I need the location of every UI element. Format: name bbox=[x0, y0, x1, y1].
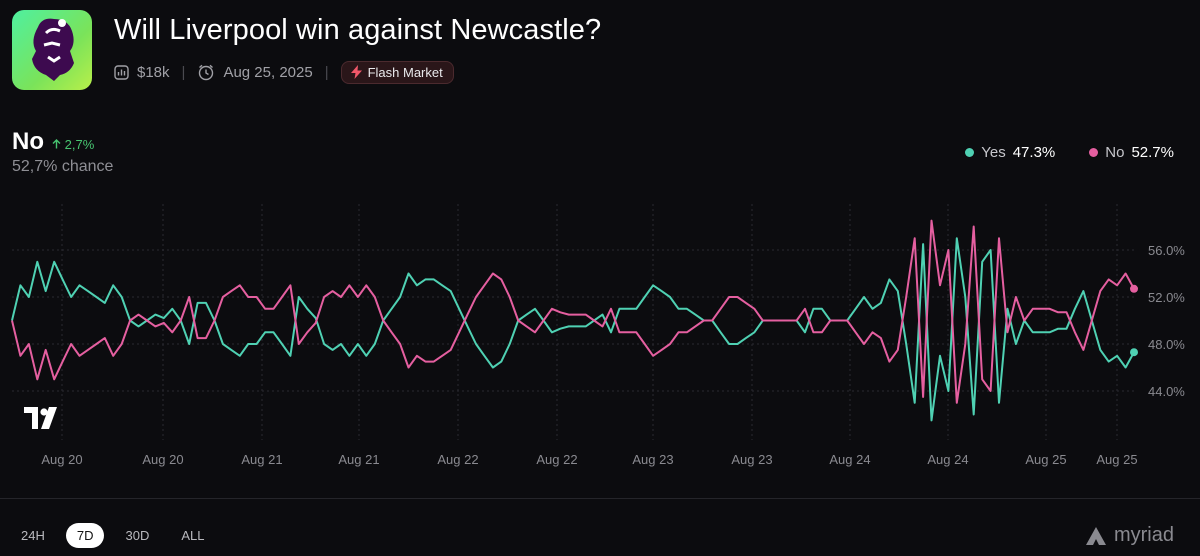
x-tick-label: Aug 21 bbox=[338, 452, 379, 467]
tradingview-logo bbox=[24, 407, 62, 434]
meta-divider: | bbox=[324, 63, 329, 81]
meta-divider: | bbox=[181, 63, 186, 81]
myriad-logo-icon bbox=[1085, 526, 1106, 545]
legend-item-no: No 52.7% bbox=[1089, 144, 1174, 161]
x-tick-label: Aug 22 bbox=[536, 452, 577, 467]
y-tick-label: 56.0% bbox=[1148, 243, 1185, 258]
x-tick-label: Aug 23 bbox=[731, 452, 772, 467]
outcome-change: 2,7% bbox=[52, 137, 94, 152]
footer-divider bbox=[0, 498, 1200, 499]
market-meta: $18k | Aug 25, 2025 | Flash Market bbox=[114, 60, 454, 84]
outcome-change-value: 2,7% bbox=[64, 137, 95, 152]
brand-name: myriad bbox=[1113, 524, 1174, 546]
legend-dot-no bbox=[1089, 148, 1099, 157]
legend-value-yes: 47.3% bbox=[1012, 144, 1056, 161]
legend-dot-yes bbox=[965, 148, 975, 157]
selected-outcome: No 2,7% bbox=[12, 128, 94, 156]
clock-icon bbox=[197, 63, 215, 81]
legend-item-yes: Yes 47.3% bbox=[965, 144, 1055, 161]
price-chart[interactable]: 56.0% 52.0% 48.0% 44.0% Aug 20 Aug 20 Aug 21 Au… bbox=[0, 190, 1200, 480]
legend-label-yes: Yes bbox=[981, 144, 1006, 161]
tab-all[interactable]: ALL bbox=[181, 528, 205, 543]
x-tick-label: Aug 22 bbox=[437, 452, 478, 467]
myriad-brand: myriad bbox=[1084, 524, 1174, 547]
outcome-name: No bbox=[12, 128, 44, 155]
series-endpoint-yes bbox=[1130, 348, 1138, 357]
x-tick-label: Aug 24 bbox=[927, 452, 968, 467]
premier-league-logo bbox=[12, 10, 92, 90]
series-line-no bbox=[11, 219, 1135, 404]
series-line-yes bbox=[11, 237, 1135, 422]
x-tick-label: Aug 24 bbox=[829, 452, 870, 467]
x-tick-label: Aug 23 bbox=[632, 452, 673, 467]
arrow-up-icon bbox=[52, 139, 61, 149]
tab-30d[interactable]: 30D bbox=[125, 528, 150, 543]
flash-market-label: Flash Market bbox=[367, 64, 443, 80]
legend-value-no: 52.7% bbox=[1131, 144, 1174, 161]
tab-24h[interactable]: 24H bbox=[21, 528, 45, 543]
x-tick-label: Aug 21 bbox=[241, 452, 282, 467]
chart-legend: Yes 47.3% No 52.7% bbox=[965, 144, 1174, 161]
y-tick-label: 48.0% bbox=[1148, 337, 1185, 352]
x-tick-label: Aug 20 bbox=[41, 452, 82, 467]
outcome-chance: 52,7% chance bbox=[12, 158, 114, 175]
series-endpoint-no bbox=[1130, 284, 1138, 293]
y-tick-label: 52.0% bbox=[1148, 290, 1185, 305]
market-title: Will Liverpool win against Newcastle? bbox=[114, 14, 602, 46]
legend-label-no: No bbox=[1105, 144, 1125, 161]
volume-value: $18k bbox=[137, 63, 170, 81]
lightning-icon bbox=[350, 65, 362, 79]
x-tick-label: Aug 25 bbox=[1096, 452, 1137, 467]
volume-icon bbox=[114, 64, 129, 80]
x-tick-label: Aug 25 bbox=[1025, 452, 1066, 467]
x-tick-label: Aug 20 bbox=[142, 452, 183, 467]
flash-market-badge[interactable]: Flash Market bbox=[340, 60, 454, 84]
time-range-tabs: 24H 7D 30D ALL bbox=[10, 523, 215, 548]
y-tick-label: 44.0% bbox=[1148, 384, 1185, 399]
tab-7d[interactable]: 7D bbox=[65, 523, 105, 548]
market-date: Aug 25, 2025 bbox=[223, 63, 313, 81]
